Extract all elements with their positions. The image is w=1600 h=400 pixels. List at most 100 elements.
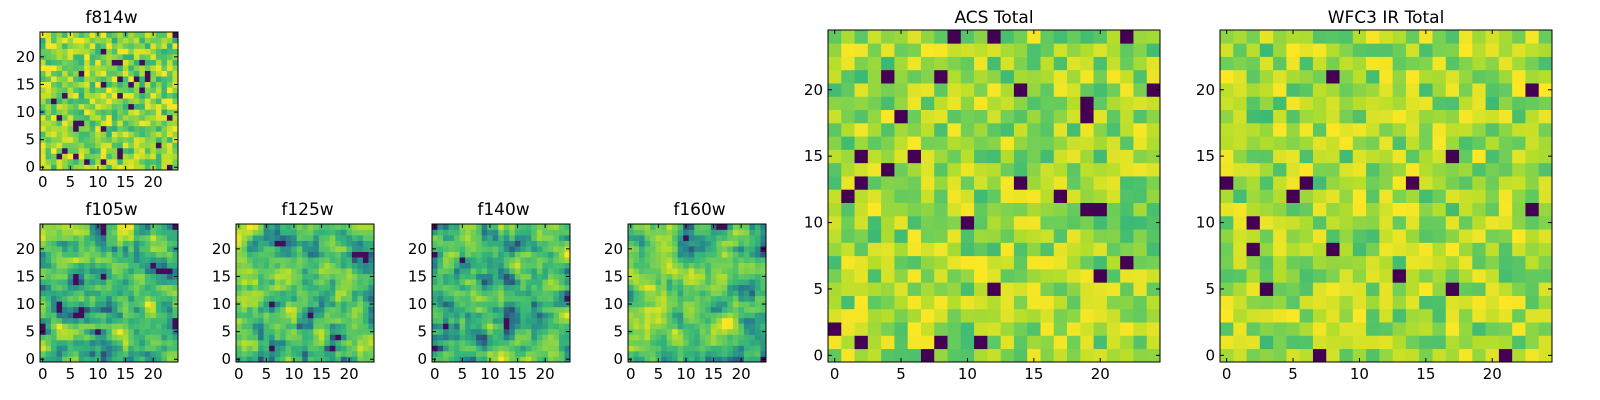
- x-tick-label: 20: [340, 365, 359, 383]
- heatmap-cell: [1220, 149, 1234, 164]
- heatmap-cell: [760, 350, 767, 357]
- heatmap-cell: [139, 301, 146, 308]
- heatmap-cell: [487, 235, 494, 241]
- heatmap-cell: [1133, 255, 1148, 270]
- axes-frame: [39, 223, 179, 363]
- heatmap-cell: [987, 83, 1001, 97]
- heatmap-cell: [542, 273, 549, 280]
- heatmap-cell: [934, 242, 948, 257]
- heatmap-cell: [558, 323, 565, 330]
- heatmap-cell: [144, 317, 151, 324]
- heatmap-cell: [236, 290, 242, 297]
- heatmap-cell: [335, 224, 342, 230]
- heatmap-cell: [351, 229, 358, 236]
- heatmap-cell: [1220, 242, 1234, 257]
- heatmap-cell: [155, 43, 162, 49]
- heatmap-cell: [542, 268, 549, 275]
- heatmap-cell: [258, 268, 264, 275]
- heatmap-cell: [280, 301, 287, 308]
- heatmap-cell: [481, 345, 488, 352]
- heatmap-cell: [280, 279, 287, 286]
- heatmap-cell: [738, 290, 745, 297]
- heatmap-cell: [655, 251, 662, 258]
- heatmap-cell: [520, 224, 527, 230]
- heatmap-cell: [144, 273, 151, 280]
- heatmap-cell: [644, 235, 651, 241]
- heatmap-cell: [920, 308, 935, 323]
- heatmap-cell: [492, 306, 499, 313]
- heatmap-cell: [128, 109, 135, 116]
- heatmap-cell: [1405, 242, 1420, 257]
- heatmap-cell: [694, 246, 701, 252]
- heatmap-cell: [536, 306, 543, 313]
- heatmap-cell: [1445, 215, 1460, 230]
- heatmap-cell: [111, 301, 118, 308]
- heatmap-cell: [252, 356, 259, 363]
- heatmap-cell: [694, 257, 701, 263]
- heatmap-cell: [754, 312, 761, 319]
- heatmap-cell: [1419, 322, 1433, 336]
- heatmap-cell: [716, 328, 723, 335]
- heatmap-cell: [1392, 122, 1407, 137]
- heatmap-cell: [73, 306, 79, 313]
- heatmap-cell: [677, 339, 684, 346]
- heatmap-cell: [432, 323, 438, 330]
- heatmap-cell: [166, 273, 173, 280]
- heatmap-cell: [1512, 30, 1526, 44]
- heatmap-cell: [133, 158, 140, 165]
- heatmap-cell: [73, 92, 79, 99]
- heatmap-cell: [683, 295, 690, 302]
- heatmap-cell: [291, 306, 298, 313]
- heatmap-cell: [122, 328, 129, 335]
- heatmap-cell: [1352, 202, 1367, 217]
- heatmap-cell: [133, 224, 140, 230]
- heatmap-cell: [1000, 229, 1015, 243]
- heatmap-cell: [481, 312, 488, 319]
- heatmap-cell: [335, 290, 342, 297]
- heatmap-cell: [324, 306, 331, 313]
- heatmap-cell: [150, 290, 157, 297]
- heatmap-cell: [45, 32, 52, 38]
- heatmap-cell: [1133, 189, 1148, 203]
- heatmap-cell: [139, 114, 146, 121]
- heatmap-cell: [1472, 56, 1486, 71]
- heatmap-cell: [525, 323, 532, 330]
- heatmap-cell: [150, 229, 157, 236]
- heatmap-cell: [644, 312, 651, 319]
- heatmap-cell: [89, 114, 96, 121]
- heatmap-cell: [100, 76, 107, 83]
- heatmap-cell: [1273, 96, 1287, 111]
- heatmap-cell: [1246, 335, 1261, 350]
- heatmap-cell: [854, 30, 869, 44]
- heatmap-cell: [1273, 335, 1287, 350]
- heatmap-cell: [318, 257, 325, 263]
- heatmap-cell: [470, 251, 477, 258]
- heatmap-cell: [699, 246, 706, 252]
- heatmap-cell: [1233, 122, 1247, 137]
- heatmap-cell: [346, 235, 353, 241]
- heatmap-cell: [1339, 189, 1354, 203]
- heatmap-cell: [1040, 69, 1055, 84]
- heatmap-cell: [639, 257, 645, 263]
- heatmap-cell: [150, 317, 157, 324]
- heatmap-cell: [117, 32, 124, 38]
- heatmap-cell: [633, 240, 640, 247]
- heatmap-cell: [677, 240, 684, 247]
- heatmap-cell: [172, 334, 179, 341]
- heatmap-cell: [633, 334, 640, 341]
- heatmap-cell: [907, 43, 922, 57]
- heatmap-cell: [291, 323, 298, 330]
- heatmap-cell: [1080, 348, 1094, 363]
- heatmap-cell: [694, 268, 701, 275]
- panel-title: f140w: [477, 200, 530, 220]
- heatmap-cell: [318, 290, 325, 297]
- heatmap-cell: [894, 56, 909, 71]
- heatmap-cell: [628, 323, 634, 330]
- heatmap-cell: [854, 136, 869, 150]
- heatmap-cell: [721, 317, 728, 324]
- heatmap-cell: [335, 229, 342, 236]
- heatmap-cell: [133, 235, 140, 241]
- heatmap-cell: [122, 240, 129, 247]
- heatmap-cell: [1040, 109, 1055, 124]
- heatmap-cell: [62, 142, 68, 149]
